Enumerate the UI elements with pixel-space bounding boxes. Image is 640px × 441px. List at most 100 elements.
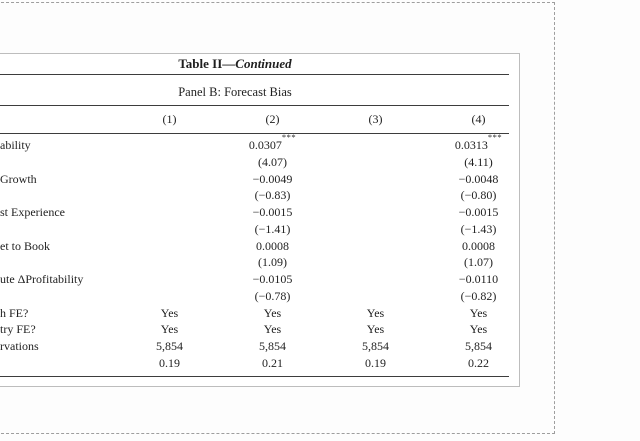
cell-value-col4: (−0.82) [460,288,497,303]
row-label: st Experience [0,205,65,219]
cell-value-col1: 5,854 [156,339,183,353]
cell-value-col1 [118,254,221,271]
column-header-3: (3) [368,112,383,126]
table-title-dash: — [222,56,236,71]
cell-value-col4: −0.0048 [458,171,499,186]
cell-value-col2: (1.09) [258,255,287,270]
cell-value-col1 [118,137,221,154]
row-label: ability [0,138,31,152]
row-label: rvations [0,339,39,353]
cell-value-col1 [118,171,221,188]
row-label [0,187,118,204]
significance-stars: *** [281,132,297,142]
table-body: ability 0.0307*** 0.0313*** (4.07) (4.11… [0,132,530,372]
row-label: ute ΔProfitability [0,272,84,286]
cell-value-col3 [324,154,427,171]
row-label [0,154,118,171]
cell-value-col3 [324,238,427,255]
rule-table-bottom [0,376,509,377]
rule-below-title [0,74,509,75]
cell-value-col4: (−1.43) [460,221,497,236]
cell-value-col3 [324,137,427,154]
row-label: et to Book [0,238,50,253]
cell-value-col2: (−0.83) [254,188,291,203]
cell-value-col4: −0.0110 [458,272,499,286]
cell-value-col4: 0.0313*** [454,132,503,152]
cell-value-col3 [324,288,427,305]
table-row: h FE? Yes Yes Yes Yes [0,305,530,322]
table-title: Table II—Continued [0,56,515,72]
cell-value-col1 [118,154,221,171]
table-row: Growth −0.0049 −0.0048 [0,171,530,188]
cell-value-col2: Yes [263,322,282,337]
table-row: (−1.41) (−1.43) [0,221,530,238]
cell-value-col2: 5,854 [259,339,286,353]
cell-value-col3 [324,171,427,188]
page-crop-dashed-border [0,2,555,434]
cell-value-col2: −0.0015 [252,205,293,219]
row-label: h FE? [0,305,29,320]
row-label [0,221,118,238]
cell-value-col4: 5,854 [465,339,492,353]
cell-value-col4: 0.0008 [462,238,495,253]
cell-value-col1 [118,187,221,204]
panel-title: Panel B: Forecast Bias [178,85,292,99]
table-row: (−0.78) (−0.82) [0,288,530,305]
rule-below-panel-title [0,105,509,106]
cell-value-col2: Yes [263,305,282,320]
cell-value-col3 [324,204,427,221]
table-row: try FE? Yes Yes Yes Yes [0,321,530,338]
table-row: ability 0.0307*** 0.0313*** [0,132,530,154]
row-label [0,288,118,305]
table-row: et to Book 0.0008 0.0008 [0,238,530,255]
row-label: Growth [0,171,37,186]
table-row: st Experience −0.0015 −0.0015 [0,204,530,221]
cell-value-col3 [324,271,427,288]
cell-value-col1: Yes [160,322,179,337]
table-row: 0.19 0.21 0.19 0.22 [0,355,530,372]
row-label: try FE? [0,322,36,337]
cell-value-col2: −0.0105 [252,272,293,286]
cell-value-col2: 0.0307*** [248,132,297,152]
cell-value-col4: Yes [469,305,488,320]
column-header-spacer [0,111,118,128]
cell-value-col3: 0.19 [365,355,386,370]
row-label [0,254,118,271]
table-container: Table II—Continued Panel B: Forecast Bia… [0,53,520,387]
cell-value-col4: (1.07) [464,255,493,270]
cell-value-col2: (4.07) [258,154,287,169]
cell-value-col1 [118,288,221,305]
cell-value-col1 [118,221,221,238]
cell-value-col3: Yes [366,322,385,337]
cell-value-col1 [118,271,221,288]
cell-value-col1: Yes [160,305,179,320]
column-header-4: (4) [471,112,486,126]
column-header-2: (2) [265,112,280,126]
table-row: (1.09) (1.07) [0,254,530,271]
cell-value-col2: (−1.41) [254,221,291,236]
cell-value-col2: 0.21 [262,355,283,370]
cell-value-col3: Yes [366,305,385,320]
cell-value-col2: −0.0049 [252,171,293,186]
cell-value-col4: −0.0015 [458,205,499,219]
cell-value-col4: 0.22 [468,355,489,370]
cell-value-col1 [118,204,221,221]
cell-value-col3: 5,854 [362,339,389,353]
column-header-row: (1) (2) (3) (4) [0,111,530,128]
cell-value-col2: 0.0008 [256,238,289,253]
rule-below-column-headers [0,133,509,134]
cell-value-col3 [324,254,427,271]
cell-value-col3 [324,187,427,204]
table-row: (−0.83) (−0.80) [0,187,530,204]
table-row: ute ΔProfitability −0.0105 −0.0110 [0,271,530,288]
cell-value-col1 [118,238,221,255]
cell-value-col4: Yes [469,322,488,337]
table-row: (4.07) (4.11) [0,154,530,171]
cell-value-col4: (4.11) [464,154,493,169]
table-title-number: Table II [178,56,223,71]
cell-value-col3 [324,221,427,238]
table-row: rvations 5,854 5,854 5,854 5,854 [0,338,530,355]
column-header-1: (1) [162,112,177,126]
table-title-continued: Continued [235,56,292,71]
